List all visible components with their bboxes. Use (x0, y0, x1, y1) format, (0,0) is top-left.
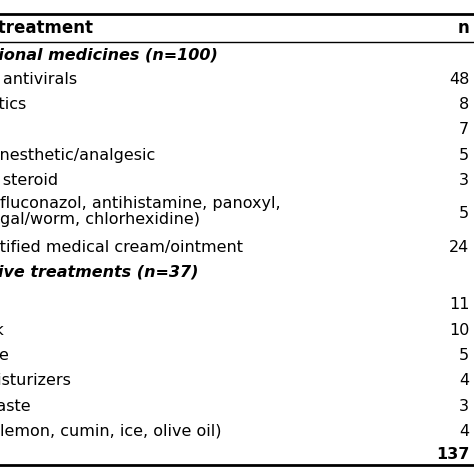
Text: Alternative treatments (n=37): Alternative treatments (n=37) (0, 264, 199, 280)
Text: 5: 5 (459, 206, 469, 221)
Text: 7: 7 (459, 122, 469, 137)
Text: 137: 137 (436, 447, 469, 462)
Text: Lip moisturizers: Lip moisturizers (0, 374, 71, 388)
Text: 4: 4 (459, 374, 469, 388)
Text: 24: 24 (449, 240, 469, 255)
Text: Toothpaste: Toothpaste (0, 399, 31, 414)
Text: 5: 5 (459, 148, 469, 163)
Text: 11: 11 (449, 298, 469, 312)
Text: 5: 5 (459, 348, 469, 363)
Text: 3: 3 (459, 173, 469, 188)
Text: Vaseline: Vaseline (0, 348, 10, 363)
Text: Topical steroid: Topical steroid (0, 173, 58, 188)
Text: Other (fluconazol, antihistamine, panoxyl,: Other (fluconazol, antihistamine, panoxy… (0, 196, 281, 211)
Text: 10: 10 (449, 323, 469, 338)
Text: n: n (457, 19, 469, 37)
Text: Conventional medicines (n=100): Conventional medicines (n=100) (0, 47, 218, 62)
Text: Topical antivirals: Topical antivirals (0, 72, 77, 87)
Text: Unidentified medical cream/ointment: Unidentified medical cream/ointment (0, 240, 243, 255)
Text: Local anesthetic/analgesic: Local anesthetic/analgesic (0, 148, 155, 163)
Text: Lipstick: Lipstick (0, 323, 4, 338)
Text: 4: 4 (459, 424, 469, 439)
Text: Other (lemon, cumin, ice, olive oil): Other (lemon, cumin, ice, olive oil) (0, 424, 222, 439)
Text: 48: 48 (449, 72, 469, 87)
Text: Antibiotics: Antibiotics (0, 97, 27, 112)
Text: 8: 8 (459, 97, 469, 112)
Text: 3: 3 (459, 399, 469, 414)
Text: Type of treatment: Type of treatment (0, 19, 93, 37)
Text: antifungal/worm, chlorhexidine): antifungal/worm, chlorhexidine) (0, 212, 200, 227)
